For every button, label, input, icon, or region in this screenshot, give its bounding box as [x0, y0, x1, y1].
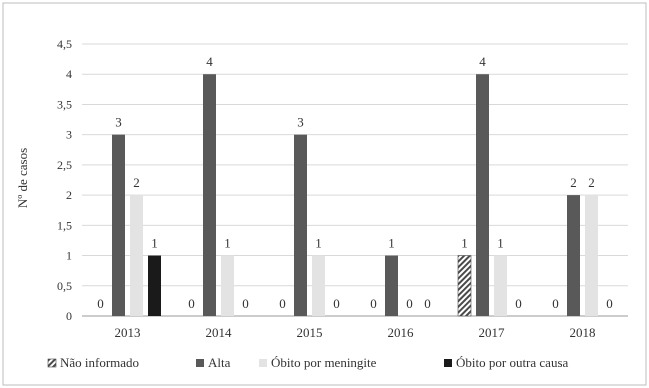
bar-2014-1 [203, 74, 216, 316]
y-tick-label: 2,5 [57, 158, 72, 172]
bar-2015-2 [312, 255, 325, 316]
data-label: 1 [497, 236, 504, 251]
x-tick-label: 2017 [479, 325, 506, 340]
legend-swatch [196, 359, 204, 367]
bar-2017-1 [476, 74, 489, 316]
data-label: 2 [570, 175, 577, 190]
legend-label: Óbito por outra causa [456, 355, 569, 370]
legend-swatch [444, 359, 452, 367]
x-tick-label: 2013 [115, 325, 141, 340]
data-label: 0 [279, 296, 286, 311]
y-tick-label: 3 [66, 128, 72, 142]
data-label: 0 [333, 296, 340, 311]
y-tick-label: 4,5 [57, 37, 72, 51]
y-tick-label: 1,5 [57, 218, 72, 232]
data-label: 0 [242, 296, 249, 311]
data-label: 2 [588, 175, 595, 190]
data-label: 1 [315, 236, 322, 251]
legend-swatch [259, 359, 267, 367]
y-axis-label: Nº de casos [15, 148, 30, 208]
y-tick-label: 3,5 [57, 97, 72, 111]
legend-label: Não informado [60, 355, 139, 370]
data-label: 4 [206, 54, 213, 69]
y-tick-label: 0 [66, 309, 72, 323]
bar-2018-2 [585, 195, 598, 316]
data-label: 4 [479, 54, 486, 69]
y-tick-label: 1 [66, 249, 72, 263]
bar-2013-3 [148, 255, 161, 316]
data-label: 1 [151, 236, 158, 251]
x-tick-label: 2015 [297, 325, 323, 340]
data-label: 1 [388, 236, 395, 251]
y-tick-label: 2 [66, 188, 72, 202]
legend-label: Óbito por meningite [271, 355, 377, 370]
data-label: 1 [224, 236, 231, 251]
data-label: 1 [461, 236, 468, 251]
y-tick-label: 0,5 [57, 279, 72, 293]
data-label: 0 [188, 296, 195, 311]
bar-2015-1 [294, 134, 307, 316]
legend-swatch [47, 358, 57, 368]
y-tick-label: 4 [66, 67, 72, 81]
data-label: 0 [406, 296, 413, 311]
data-label: 0 [606, 296, 613, 311]
bar-2016-1 [385, 255, 398, 316]
x-tick-label: 2018 [570, 325, 596, 340]
bar-2017-0 [457, 255, 472, 317]
data-label: 0 [552, 296, 559, 311]
data-label: 2 [133, 175, 140, 190]
gridlines [82, 43, 628, 317]
bar-2014-2 [221, 255, 234, 316]
y-axis: 0 0,5 1 1,5 2 2,5 3 3,5 4 4,5 [57, 37, 72, 323]
data-label: 3 [115, 115, 122, 130]
data-label: 0 [370, 296, 377, 311]
bar-2018-1 [567, 195, 580, 316]
bar-2013-1 [112, 134, 125, 316]
legend-label: Alta [208, 355, 231, 370]
bars [112, 74, 598, 317]
bar-2017-2 [494, 255, 507, 316]
bar-2013-2 [130, 195, 143, 316]
data-label: 0 [97, 296, 104, 311]
legend: Não informado Alta Óbito por meningite Óbit… [47, 355, 569, 370]
data-label: 0 [515, 296, 522, 311]
x-axis: 2013 2014 2015 2016 2017 2018 [115, 325, 596, 340]
data-label: 3 [297, 115, 304, 130]
x-tick-label: 2016 [388, 325, 415, 340]
x-tick-label: 2014 [206, 325, 233, 340]
data-label: 0 [424, 296, 431, 311]
